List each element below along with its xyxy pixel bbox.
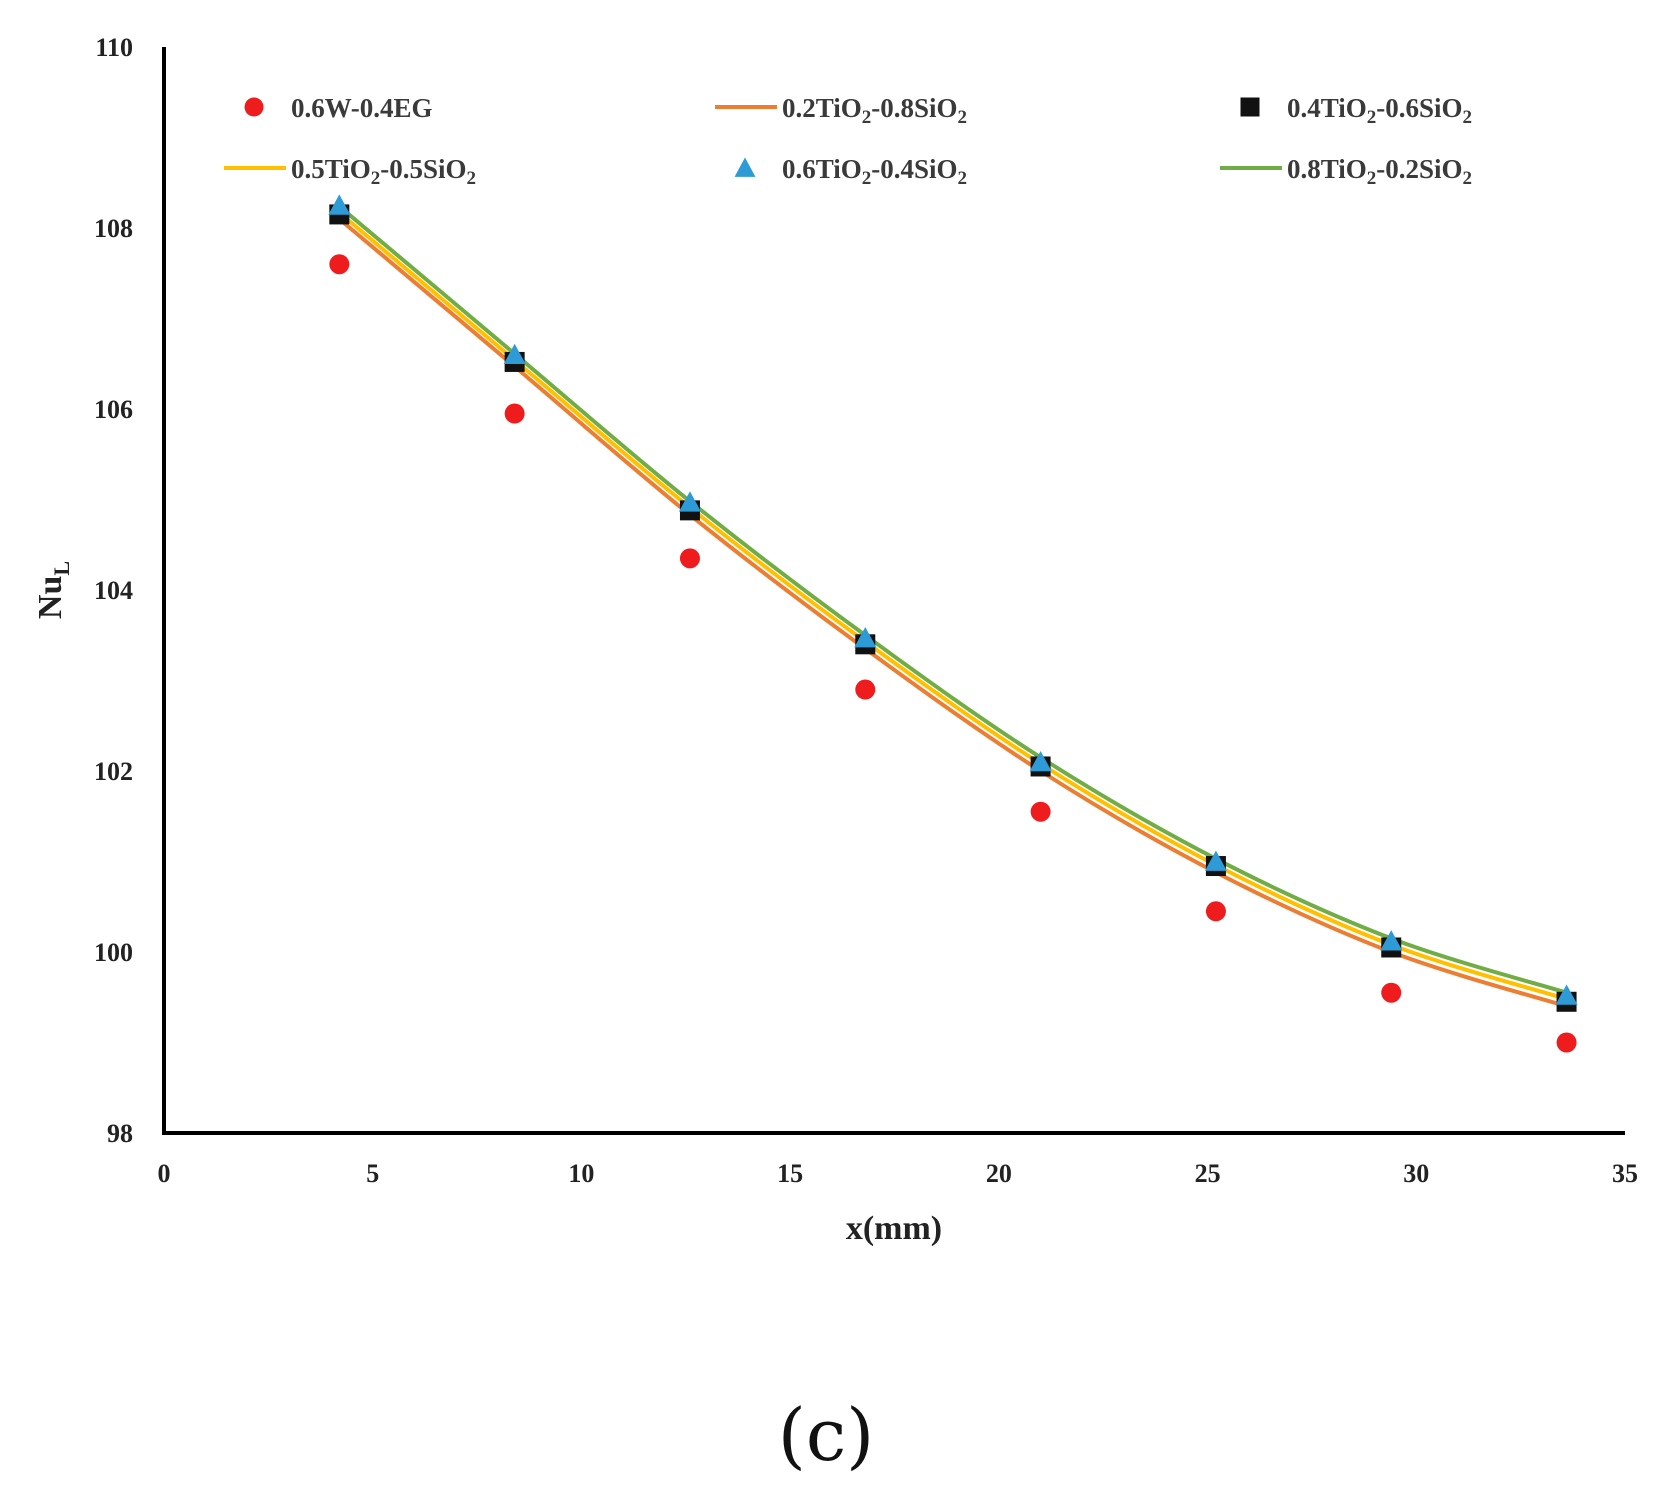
series-line-3 [338, 211, 1568, 1002]
point-4-6 [1380, 930, 1403, 951]
x-tick-label-4: 20 [986, 1159, 1012, 1188]
legend-label-4: 0.6TiO2-0.4SiO2 [782, 154, 967, 189]
y-axis-title-sub: L [49, 561, 74, 576]
y-tick-label-2: 102 [94, 757, 133, 786]
y-tick-label-3: 104 [94, 576, 133, 605]
legend-swatch-4 [734, 157, 756, 177]
point-4-4 [1029, 750, 1052, 772]
point-4-2 [678, 491, 701, 512]
axes [162, 47, 1625, 1135]
point-0-6 [1381, 982, 1402, 1003]
legend-label-0: 0.6W-0.4EG [291, 93, 433, 123]
point-4-0 [328, 194, 351, 215]
x-tick-label-1: 5 [366, 1159, 379, 1188]
y-axis-title: NuL [32, 561, 74, 619]
y-tick-labels: 98 100 102 104 106 108 110 [94, 33, 133, 1148]
point-4-5 [1204, 850, 1227, 871]
series-lines [338, 204, 1568, 1009]
legend: 0.6W-0.4EG 0.2TiO2-0.8SiO2 0.4TiO2-0.6SiO2… [224, 93, 1472, 189]
point-0-5 [1205, 901, 1226, 922]
legend-label-3: 0.5TiO2-0.5SiO2 [291, 154, 476, 189]
panel-label: (c) [778, 1393, 875, 1477]
series-line-1 [338, 217, 1568, 1009]
point-0-4 [1030, 801, 1051, 822]
point-0-2 [679, 548, 700, 569]
x-tick-label-2: 10 [568, 1159, 594, 1188]
legend-label-5: 0.8TiO2-0.2SiO2 [1287, 154, 1472, 189]
x-axis-title: x(mm) [846, 1210, 942, 1247]
svg-text:NuL: NuL [32, 561, 74, 619]
point-4-7 [1555, 984, 1578, 1005]
x-tick-label-7: 35 [1612, 1159, 1638, 1188]
x-tick-label-6: 30 [1403, 1159, 1429, 1188]
y-axis-title-main: Nu [32, 576, 69, 619]
legend-label-1: 0.2TiO2-0.8SiO2 [782, 93, 967, 128]
x-tick-label-3: 15 [777, 1159, 803, 1188]
point-0-1 [504, 403, 525, 424]
legend-label-2: 0.4TiO2-0.6SiO2 [1287, 93, 1472, 128]
legend-swatch-0 [244, 97, 264, 117]
point-4-3 [854, 626, 877, 648]
y-tick-label-6: 110 [95, 33, 133, 62]
y-tick-label-5: 108 [94, 214, 133, 243]
series-markers [328, 194, 1578, 1053]
point-0-0 [329, 254, 350, 275]
x-tick-label-0: 0 [158, 1159, 171, 1188]
point-0-7 [1556, 1032, 1577, 1053]
series-line-5 [338, 204, 1568, 995]
legend-swatch-2 [1240, 97, 1260, 117]
x-tick-labels: 0 5 10 15 20 25 30 35 [158, 1159, 1639, 1188]
y-tick-label-4: 106 [94, 395, 133, 424]
y-tick-label-0: 98 [107, 1119, 133, 1148]
x-tick-label-5: 25 [1195, 1159, 1221, 1188]
y-tick-label-1: 100 [94, 938, 133, 967]
point-0-3 [855, 679, 876, 700]
point-4-1 [503, 343, 526, 365]
